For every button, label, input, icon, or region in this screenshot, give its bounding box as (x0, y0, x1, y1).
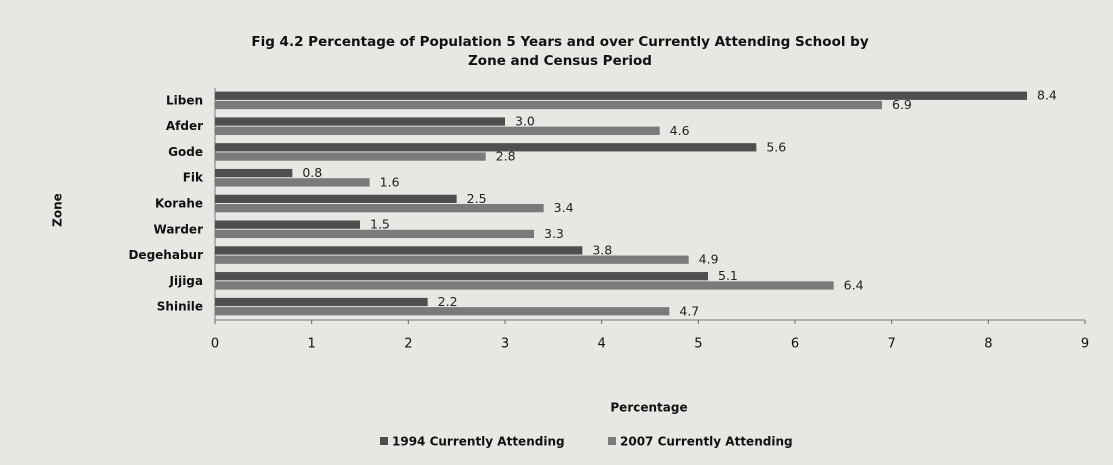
bar (215, 246, 583, 255)
x-tick-label: 0 (211, 337, 219, 352)
bar (215, 220, 360, 229)
value-label: 6.9 (892, 97, 912, 112)
y-tick-label: Degehabur (128, 248, 203, 262)
bar (215, 307, 670, 316)
value-label: 1.5 (370, 217, 390, 232)
bar (215, 126, 660, 135)
value-label: 3.0 (515, 114, 535, 129)
bar (215, 168, 293, 178)
value-label: 2.8 (496, 149, 516, 164)
x-tick-label: 2 (404, 337, 412, 352)
x-tick-label: 9 (1081, 337, 1089, 352)
bar (215, 152, 486, 161)
value-label: 5.6 (766, 139, 786, 154)
value-label: 2.5 (467, 191, 487, 206)
value-label: 3.8 (592, 242, 612, 257)
bar (215, 100, 882, 110)
bar (215, 255, 689, 264)
bar (215, 297, 428, 307)
x-tick-label: 5 (694, 337, 702, 352)
x-tick-label: 3 (501, 337, 509, 352)
y-tick-label: Gode (168, 145, 203, 159)
value-label: 6.4 (844, 277, 864, 292)
chart-title: Fig 4.2 Percentage of Population 5 Years… (251, 34, 868, 50)
bar (215, 229, 534, 239)
y-tick-label: Fik (183, 171, 204, 185)
chart-subtitle: Zone and Census Period (468, 53, 652, 69)
value-label: 8.4 (1037, 88, 1057, 103)
value-label: 4.6 (670, 123, 690, 138)
x-axis-label: Percentage (610, 401, 687, 415)
bar (215, 272, 708, 281)
bar (215, 281, 834, 290)
bar (215, 178, 370, 187)
y-tick-label: Korahe (155, 197, 203, 211)
value-label: 1.6 (380, 174, 400, 189)
legend-label: 2007 Currently Attending (620, 435, 793, 449)
bar (215, 117, 505, 126)
bar (215, 91, 1027, 100)
value-label: 3.3 (544, 226, 564, 241)
bar (215, 143, 757, 152)
value-label: 2.2 (438, 294, 458, 309)
value-label: 3.4 (554, 200, 574, 215)
x-tick-label: 8 (984, 337, 992, 352)
value-label: 5.1 (718, 268, 738, 283)
x-tick-label: 6 (791, 337, 799, 352)
y-tick-label: Warder (154, 222, 204, 236)
y-tick-label: Jijiga (169, 274, 204, 288)
x-tick-label: 7 (888, 337, 896, 352)
x-tick-label: 4 (598, 337, 606, 352)
legend-label: 1994 Currently Attending (392, 435, 565, 449)
value-label: 4.9 (699, 252, 719, 267)
bar (215, 194, 457, 203)
y-tick-label: Shinile (157, 300, 203, 314)
y-tick-label: Liben (166, 93, 203, 107)
y-tick-label: Afder (166, 119, 203, 133)
bar (215, 204, 544, 213)
value-label: 0.8 (302, 165, 322, 180)
legend-swatch (380, 437, 388, 445)
x-tick-label: 1 (308, 337, 316, 352)
legend-swatch (608, 437, 616, 445)
value-label: 4.7 (679, 303, 699, 318)
y-axis-label: Zone (51, 193, 65, 227)
